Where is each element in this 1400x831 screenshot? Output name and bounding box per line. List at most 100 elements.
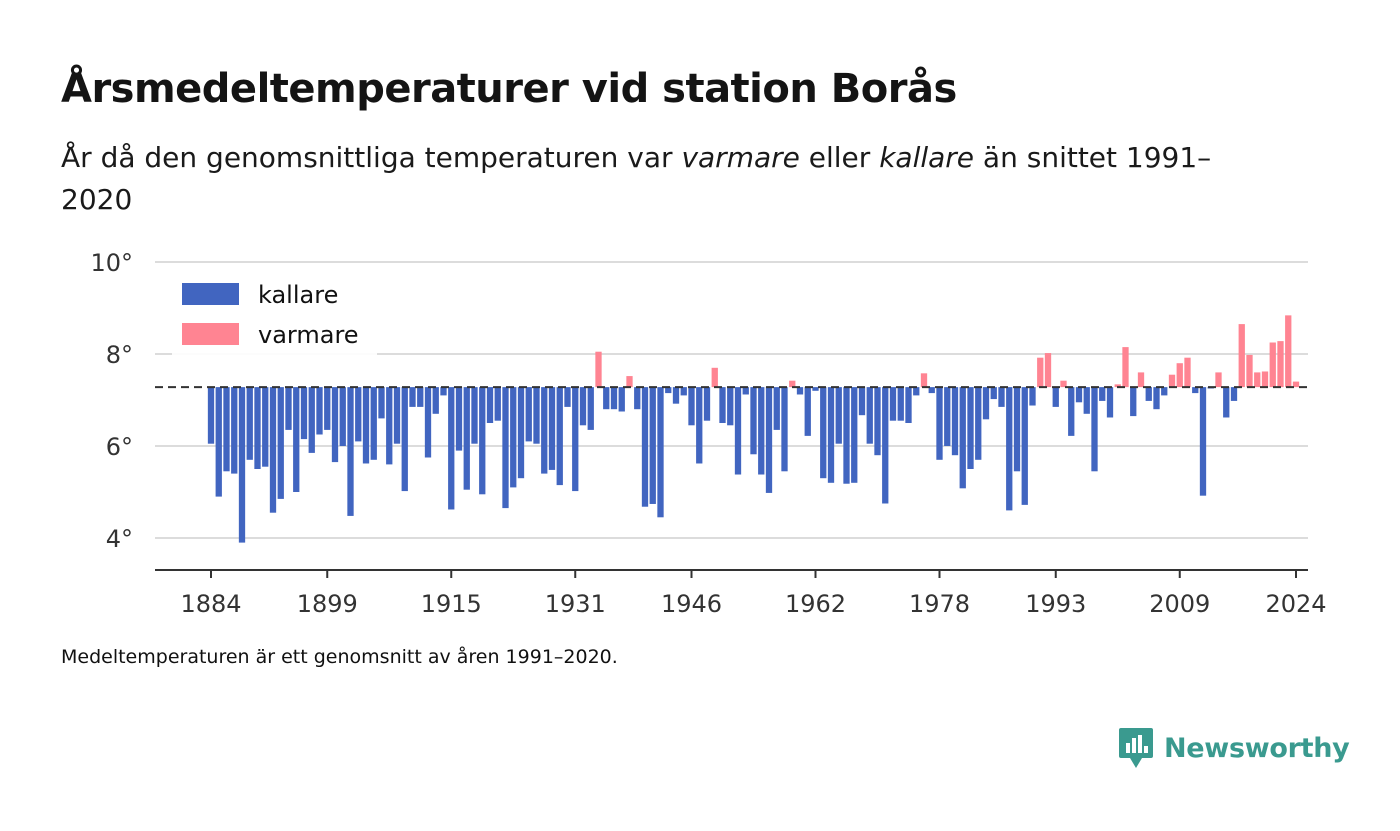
bar-1910 (409, 387, 416, 407)
bar-1990 (1029, 387, 1036, 406)
bar-1966 (843, 387, 850, 484)
x-tick-label: 1899 (297, 590, 358, 618)
bar-1903 (355, 387, 362, 442)
bar-1909 (401, 387, 408, 492)
bar-1994 (1060, 380, 1067, 388)
bar-1980 (951, 387, 959, 456)
bar-1922 (502, 387, 509, 509)
bar-1996 (1075, 387, 1083, 403)
chart-subtitle: År då den genomsnittliga temperaturen va… (61, 137, 1261, 221)
bar-1951 (727, 387, 734, 426)
bar-1962 (812, 387, 819, 391)
bar-1899 (324, 387, 331, 430)
bar-1892 (269, 387, 277, 513)
bar-1945 (680, 387, 687, 396)
bar-1923 (510, 387, 517, 488)
bar-1906 (378, 387, 385, 419)
bar-1998 (1091, 387, 1098, 472)
bar-1889 (246, 387, 253, 460)
bar-1908 (393, 387, 401, 444)
bar-1967 (851, 387, 858, 483)
bar-1916 (455, 387, 463, 451)
bar-1931 (572, 387, 579, 492)
bar-1932 (579, 387, 587, 426)
bar-1958 (781, 387, 788, 472)
bar-1999 (1099, 387, 1106, 401)
bar-1975 (913, 387, 920, 396)
y-tick-label: 8° (106, 341, 133, 369)
bar-1936 (610, 387, 618, 410)
bar-1949 (711, 367, 718, 388)
bar-1955 (758, 387, 765, 475)
bar-1898 (316, 387, 323, 435)
subtitle-part3: än snittet 1991–2020 (61, 141, 1212, 216)
bar-1921 (494, 387, 501, 421)
legend-colder-swatch (182, 283, 239, 305)
bar-1924 (517, 387, 525, 479)
bar-1940 (641, 387, 649, 507)
bar-1988 (1013, 387, 1021, 472)
subtitle-colder: kallare (879, 141, 975, 174)
x-tick-label: 1931 (545, 590, 606, 618)
legend-colder-label: kallare (258, 281, 338, 309)
bar-1884 (207, 387, 215, 444)
chart-title: Årsmedeltemperaturer vid station Borås (61, 66, 957, 112)
bar-1959 (789, 380, 796, 388)
bar-1901 (339, 387, 346, 446)
bar-1897 (308, 387, 315, 453)
bar-1930 (564, 387, 571, 407)
x-tick-label: 1962 (785, 590, 846, 618)
bar-1944 (672, 387, 680, 404)
bar-2020 (1261, 371, 1269, 388)
footnote: Medeltemperaturen är ett genomsnitt av å… (61, 646, 618, 668)
bar-1918 (471, 387, 478, 444)
bar-1974 (905, 387, 912, 423)
bar-1888 (238, 387, 246, 543)
bar-1905 (370, 387, 377, 460)
bar-2019 (1254, 372, 1261, 388)
bar-2018 (1246, 354, 1253, 388)
bar-1977 (928, 387, 935, 394)
bar-1927 (541, 387, 548, 474)
bar-1928 (548, 387, 556, 470)
bar-1984 (982, 387, 990, 420)
subtitle-part2: eller (799, 141, 880, 174)
x-tick-label: 1915 (421, 590, 482, 618)
bar-1986 (998, 387, 1005, 407)
bar-1893 (277, 387, 284, 499)
subtitle-part1: År då den genomsnittliga temperaturen va… (61, 141, 682, 174)
bar-1954 (750, 387, 757, 455)
bar-1885 (215, 387, 222, 497)
bar-1978 (936, 387, 943, 460)
bar-1934 (595, 351, 602, 388)
bar-1957 (773, 387, 780, 430)
bar-1941 (649, 387, 656, 504)
bar-1971 (882, 387, 889, 504)
bar-1943 (665, 387, 672, 394)
bar-1915 (448, 387, 455, 510)
brand-name: Newsworthy (1164, 732, 1350, 764)
bar-1886 (223, 387, 230, 472)
x-tick-label: 1978 (909, 590, 970, 618)
bar-1973 (897, 387, 904, 421)
bar-1912 (424, 387, 432, 458)
legend: kallare varmare (172, 274, 377, 356)
bar-1911 (417, 387, 424, 407)
bar-1970 (874, 387, 881, 456)
bar-2005 (1145, 387, 1152, 401)
bar-1933 (587, 387, 594, 430)
brand-logo: Newsworthy (1118, 726, 1350, 770)
bar-1891 (262, 387, 269, 467)
bar-1920 (486, 387, 494, 423)
subtitle-warmer: varmare (681, 141, 800, 174)
bar-1900 (331, 387, 339, 463)
bar-1935 (603, 387, 610, 410)
bar-1894 (285, 387, 292, 430)
y-tick-label: 6° (106, 433, 133, 461)
bar-1946 (688, 387, 695, 426)
bar-1965 (835, 387, 842, 444)
bar-1991 (1037, 357, 1044, 388)
legend-warmer-swatch (182, 323, 239, 345)
bar-2014 (1215, 372, 1222, 388)
bar-2017 (1238, 324, 1245, 388)
